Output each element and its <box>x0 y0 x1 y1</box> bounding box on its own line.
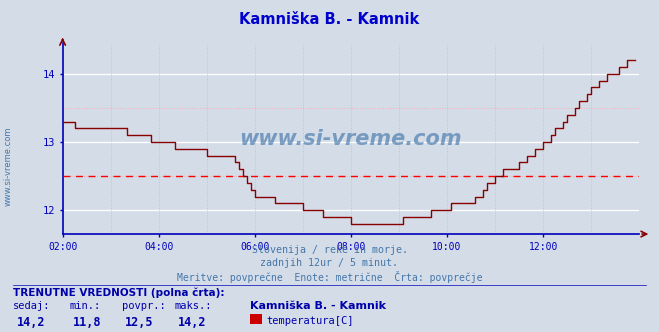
Text: 14,2: 14,2 <box>178 316 206 329</box>
Text: min.:: min.: <box>69 301 100 311</box>
Text: 12,5: 12,5 <box>125 316 154 329</box>
Text: TRENUTNE VREDNOSTI (polna črta):: TRENUTNE VREDNOSTI (polna črta): <box>13 287 225 298</box>
Text: 14,2: 14,2 <box>16 316 45 329</box>
Text: Meritve: povprečne  Enote: metrične  Črta: povprečje: Meritve: povprečne Enote: metrične Črta:… <box>177 271 482 283</box>
Text: sedaj:: sedaj: <box>13 301 51 311</box>
Text: Slovenija / reke in morje.: Slovenija / reke in morje. <box>252 245 407 255</box>
Text: www.si-vreme.com: www.si-vreme.com <box>240 128 462 149</box>
Text: zadnjih 12ur / 5 minut.: zadnjih 12ur / 5 minut. <box>260 258 399 268</box>
Text: Kamniška B. - Kamnik: Kamniška B. - Kamnik <box>250 301 386 311</box>
Text: 11,8: 11,8 <box>72 316 101 329</box>
Text: Kamniška B. - Kamnik: Kamniška B. - Kamnik <box>239 12 420 27</box>
Text: temperatura[C]: temperatura[C] <box>266 316 354 326</box>
Text: www.si-vreme.com: www.si-vreme.com <box>3 126 13 206</box>
Text: maks.:: maks.: <box>175 301 212 311</box>
Text: povpr.:: povpr.: <box>122 301 165 311</box>
